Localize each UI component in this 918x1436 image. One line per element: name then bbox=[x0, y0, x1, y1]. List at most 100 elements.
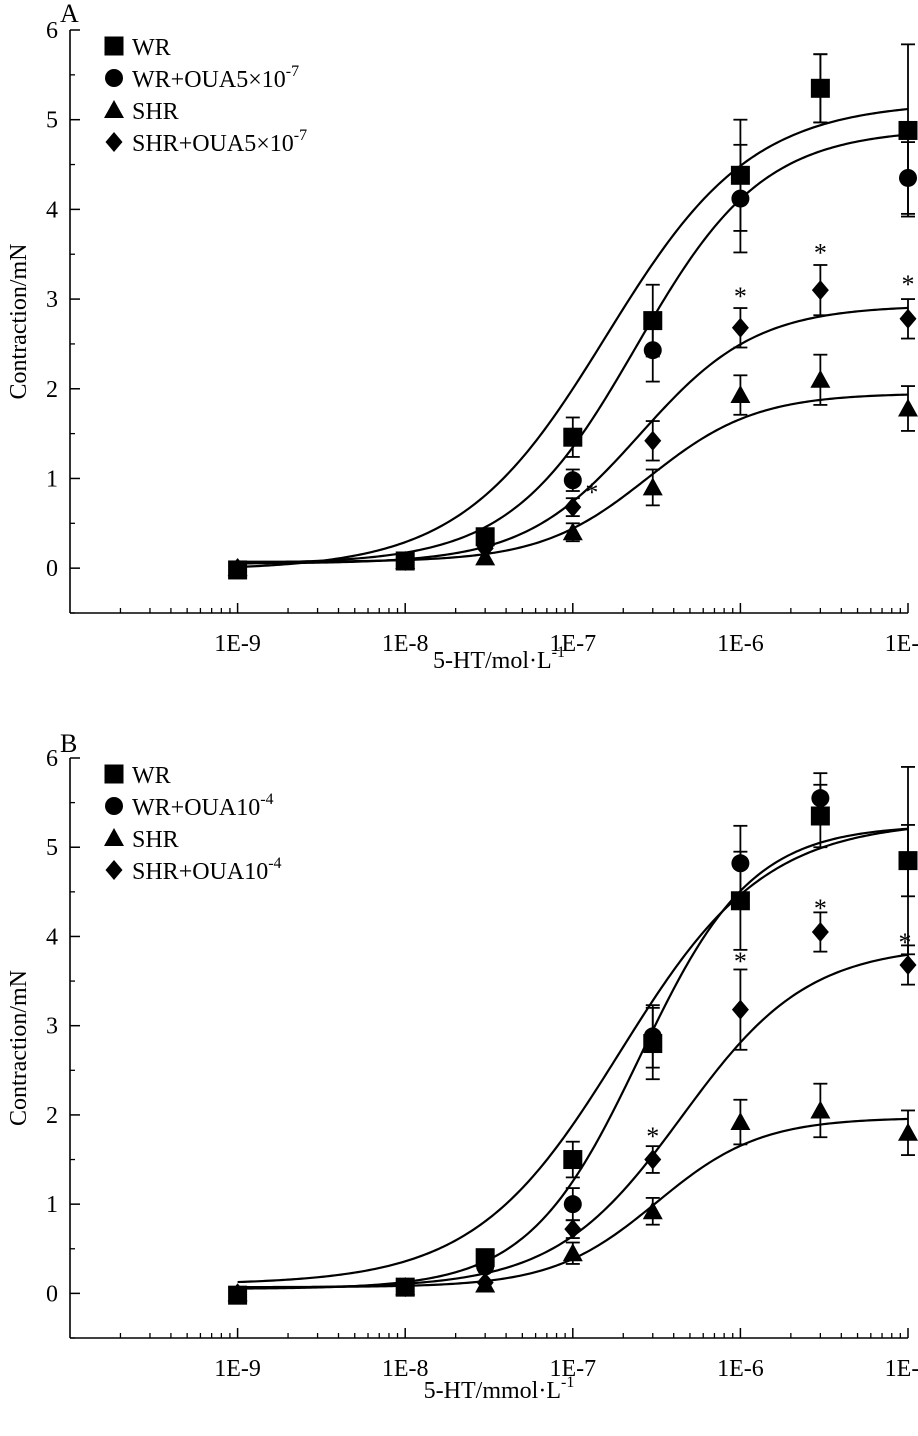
x-tick-label: 1E-7 bbox=[549, 631, 596, 657]
x-tick-label: 1E-7 bbox=[549, 1356, 596, 1382]
significance-star: * bbox=[814, 239, 827, 268]
panel-label: A bbox=[60, 0, 79, 28]
legend-label: SHR bbox=[132, 827, 179, 853]
y-tick-label: 1 bbox=[46, 1192, 58, 1218]
legend-label-text: SHR bbox=[132, 99, 179, 125]
y-tick-label: 2 bbox=[46, 1103, 58, 1129]
legend-marker bbox=[104, 36, 124, 56]
data-point bbox=[898, 398, 918, 417]
legend-marker bbox=[105, 132, 123, 152]
data-point bbox=[564, 497, 582, 518]
data-point bbox=[476, 1257, 495, 1276]
data-point bbox=[229, 558, 247, 579]
x-tick-label: 1E-6 bbox=[717, 631, 764, 657]
x-axis-label-superscript: -1 bbox=[561, 1374, 574, 1391]
data-point bbox=[229, 1283, 247, 1304]
fit-curve bbox=[237, 828, 909, 1284]
y-tick-label: 0 bbox=[46, 556, 58, 582]
data-point bbox=[642, 1201, 663, 1220]
legend-label-text: WR bbox=[132, 35, 171, 61]
legend-label-superscript: -7 bbox=[286, 63, 299, 80]
y-tick-label: 3 bbox=[46, 1014, 58, 1040]
legend-marker bbox=[104, 828, 124, 846]
legend-label-superscript: -4 bbox=[260, 791, 273, 808]
chart-panel-b: 01234561E-91E-81E-71E-61E-5B5-HT/mmol·L-… bbox=[6, 729, 918, 1404]
y-tick-label: 5 bbox=[46, 108, 58, 134]
data-point bbox=[899, 851, 917, 870]
x-axis-label: 5-HT/mmol·L-1 bbox=[424, 1374, 575, 1404]
data-point bbox=[811, 280, 829, 301]
x-tick-label: 1E-8 bbox=[382, 1356, 429, 1382]
x-axis-label: 5-HT/mol·L-1 bbox=[433, 644, 565, 674]
fit-curve bbox=[237, 107, 909, 569]
data-point bbox=[898, 120, 918, 140]
significance-star: * bbox=[899, 928, 912, 957]
significance-star: * bbox=[734, 947, 747, 976]
legend-label: SHR+OUA10-4 bbox=[132, 855, 282, 885]
legend-label: SHR bbox=[132, 99, 179, 125]
significance-star: * bbox=[585, 478, 598, 507]
data-point bbox=[731, 999, 749, 1020]
significance-star: * bbox=[814, 894, 827, 923]
y-tick-label: 5 bbox=[46, 835, 58, 861]
data-point bbox=[563, 471, 582, 490]
significance-star: * bbox=[646, 1122, 659, 1151]
y-tick-label: 2 bbox=[46, 377, 58, 403]
x-tick-label: 1E-9 bbox=[214, 1356, 261, 1382]
legend-label: WR bbox=[132, 35, 171, 61]
y-tick-label: 3 bbox=[46, 287, 58, 313]
legend-marker bbox=[104, 764, 124, 784]
legend-label-text: SHR+OUA5×10 bbox=[132, 131, 294, 157]
y-tick-label: 0 bbox=[46, 1281, 58, 1307]
data-point bbox=[562, 522, 583, 541]
data-point bbox=[899, 308, 917, 329]
legend-label-superscript: -4 bbox=[268, 855, 281, 872]
legend-label-text: SHR bbox=[132, 827, 179, 853]
data-point bbox=[731, 854, 750, 873]
legend-label: WR+OUA5×10-7 bbox=[132, 63, 299, 93]
x-tick-label: 1E-5 bbox=[885, 631, 918, 657]
data-point bbox=[562, 1243, 583, 1262]
data-point bbox=[899, 955, 917, 976]
data-point bbox=[643, 1027, 662, 1046]
x-axis-label-main: 5-HT/mol·L bbox=[433, 648, 552, 674]
data-point bbox=[811, 922, 829, 942]
data-point bbox=[396, 1277, 414, 1298]
data-point bbox=[476, 1272, 494, 1293]
data-point bbox=[563, 1150, 583, 1170]
data-point bbox=[644, 430, 662, 451]
y-tick-label: 6 bbox=[46, 746, 58, 772]
legend-label-text: WR+OUA10 bbox=[132, 795, 260, 821]
data-point bbox=[730, 1112, 751, 1131]
data-point bbox=[642, 477, 663, 496]
x-axis-label-superscript: -1 bbox=[552, 644, 565, 661]
legend-marker bbox=[105, 860, 123, 880]
data-point bbox=[563, 1195, 582, 1214]
x-tick-label: 1E-5 bbox=[885, 1356, 918, 1382]
y-axis-label: Contraction/mN bbox=[6, 244, 32, 400]
legend-label-text: WR+OUA5×10 bbox=[132, 67, 286, 93]
data-point bbox=[899, 168, 917, 187]
data-point bbox=[644, 1149, 662, 1170]
significance-star: * bbox=[902, 270, 915, 299]
legend-label: WR bbox=[132, 763, 171, 789]
y-tick-label: 4 bbox=[46, 197, 58, 223]
x-tick-label: 1E-6 bbox=[717, 1356, 764, 1382]
data-point bbox=[731, 189, 750, 208]
legend-label: SHR+OUA5×10-7 bbox=[132, 127, 307, 157]
x-axis-label-main: 5-HT/mmol·L bbox=[424, 1378, 561, 1404]
legend-label-text: WR bbox=[132, 763, 171, 789]
data-point bbox=[810, 369, 831, 388]
data-point bbox=[811, 79, 830, 98]
legend-label-superscript: -7 bbox=[294, 127, 307, 144]
fit-curve bbox=[237, 133, 909, 564]
y-tick-label: 4 bbox=[46, 924, 58, 950]
data-point bbox=[396, 550, 414, 571]
data-point bbox=[810, 1100, 831, 1119]
data-point bbox=[731, 317, 749, 338]
series-diamond bbox=[229, 911, 917, 1304]
data-point bbox=[730, 385, 751, 404]
